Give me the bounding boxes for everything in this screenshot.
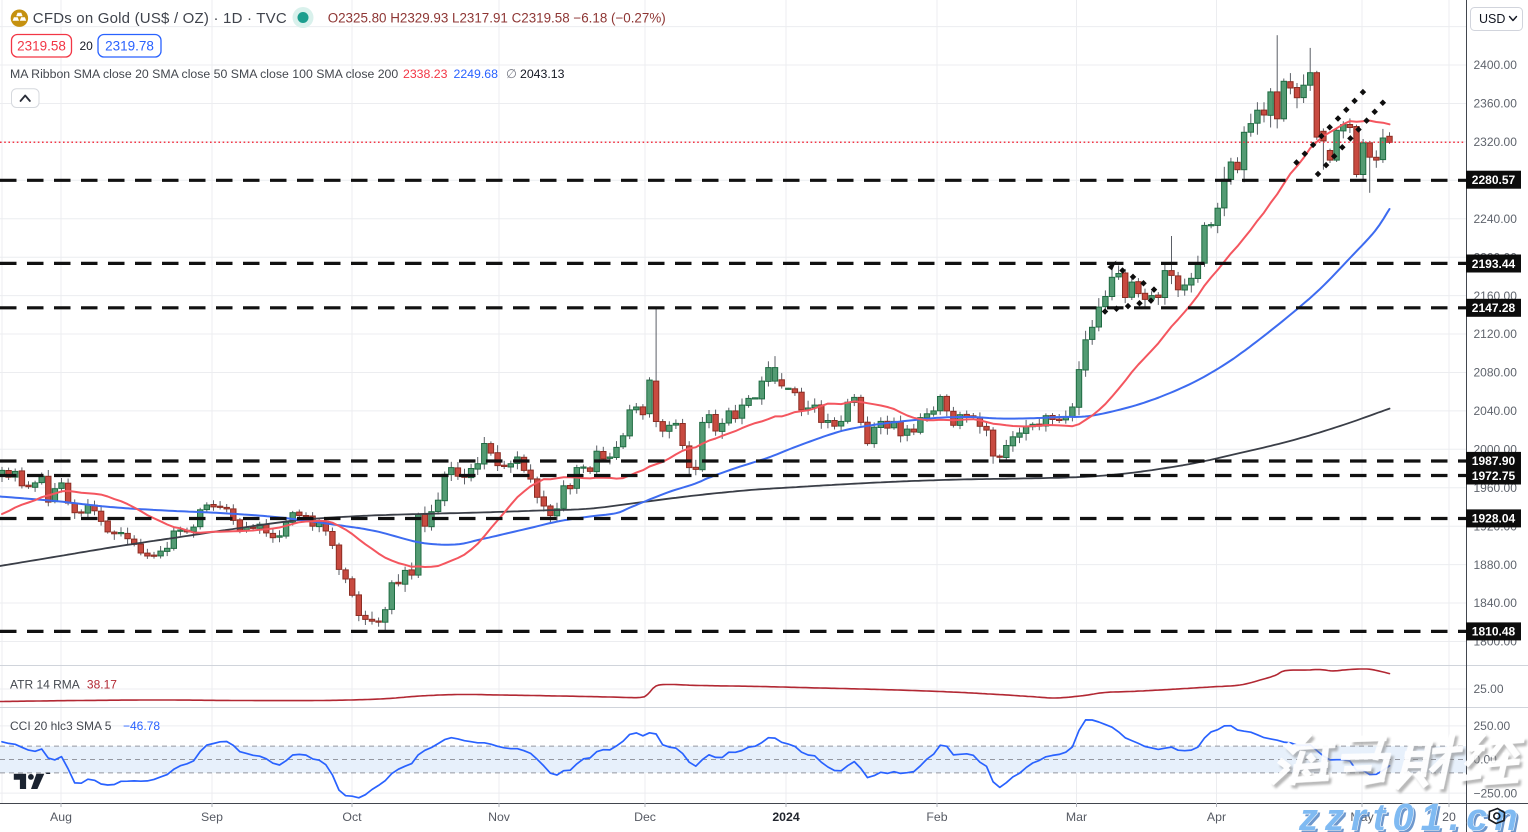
svg-text:Nov: Nov bbox=[488, 810, 511, 824]
svg-text:250.00: 250.00 bbox=[1474, 719, 1511, 733]
svg-text:1840.00: 1840.00 bbox=[1474, 596, 1518, 610]
svg-text:2240.00: 2240.00 bbox=[1474, 212, 1518, 226]
svg-text:Sep: Sep bbox=[201, 810, 223, 824]
svg-text:38.17: 38.17 bbox=[87, 677, 117, 691]
svg-text:Aug: Aug bbox=[50, 810, 72, 824]
svg-text:ATR 14 RMA: ATR 14 RMA bbox=[10, 677, 80, 691]
svg-text:USD: USD bbox=[1479, 12, 1505, 26]
svg-text:1810.48: 1810.48 bbox=[1472, 625, 1516, 639]
svg-text:MA Ribbon SMA close 20 SMA clo: MA Ribbon SMA close 20 SMA close 50 SMA … bbox=[10, 67, 398, 81]
svg-text:2319.78: 2319.78 bbox=[105, 39, 154, 54]
svg-text:zzrt01.cn: zzrt01.cn bbox=[1298, 797, 1525, 832]
svg-text:O2325.80 H2329.93 L2317.91 C23: O2325.80 H2329.93 L2317.91 C2319.58 −6.1… bbox=[328, 10, 666, 25]
svg-text:zzrt01.cn: zzrt01.cn bbox=[1301, 800, 1528, 832]
svg-text:25.00: 25.00 bbox=[1474, 682, 1504, 696]
svg-text:2320.00: 2320.00 bbox=[1474, 135, 1518, 149]
svg-text:1987.90: 1987.90 bbox=[1472, 454, 1516, 468]
svg-text:20: 20 bbox=[1442, 810, 1456, 824]
svg-text:Mar: Mar bbox=[1066, 810, 1087, 824]
svg-text:20: 20 bbox=[80, 39, 94, 53]
svg-text:−46.78: −46.78 bbox=[123, 719, 160, 733]
svg-text:Feb: Feb bbox=[926, 810, 947, 824]
svg-text:2080.00: 2080.00 bbox=[1474, 366, 1518, 380]
svg-text:2147.28: 2147.28 bbox=[1472, 301, 1516, 315]
svg-text:2319.58: 2319.58 bbox=[17, 39, 66, 54]
svg-text:2249.68: 2249.68 bbox=[454, 67, 499, 81]
svg-text:Apr: Apr bbox=[1207, 810, 1226, 824]
svg-text:2024: 2024 bbox=[772, 810, 800, 824]
svg-text:1880.00: 1880.00 bbox=[1474, 558, 1518, 572]
svg-text:−250.00: −250.00 bbox=[1474, 786, 1518, 800]
svg-text:2360.00: 2360.00 bbox=[1474, 97, 1518, 111]
svg-text:1972.75: 1972.75 bbox=[1472, 469, 1516, 483]
svg-text:2193.44: 2193.44 bbox=[1472, 257, 1516, 271]
svg-text:Oct: Oct bbox=[342, 810, 362, 824]
svg-text:2338.23: 2338.23 bbox=[403, 67, 448, 81]
svg-text:2043.13: 2043.13 bbox=[520, 67, 565, 81]
svg-text:2400.00: 2400.00 bbox=[1474, 58, 1518, 72]
svg-text:2280.57: 2280.57 bbox=[1472, 173, 1516, 187]
svg-text:1928.04: 1928.04 bbox=[1472, 512, 1516, 526]
svg-text:CFDs on Gold (US$ / OZ) · 1D ·: CFDs on Gold (US$ / OZ) · 1D · TVC bbox=[33, 10, 287, 27]
svg-text:∅: ∅ bbox=[506, 67, 517, 81]
svg-text:CCI 20 hlc3 SMA 5: CCI 20 hlc3 SMA 5 bbox=[10, 719, 112, 733]
svg-text:May: May bbox=[1350, 810, 1374, 824]
svg-text:Dec: Dec bbox=[634, 810, 656, 824]
svg-text:2040.00: 2040.00 bbox=[1474, 404, 1518, 418]
svg-text:2120.00: 2120.00 bbox=[1474, 327, 1518, 341]
